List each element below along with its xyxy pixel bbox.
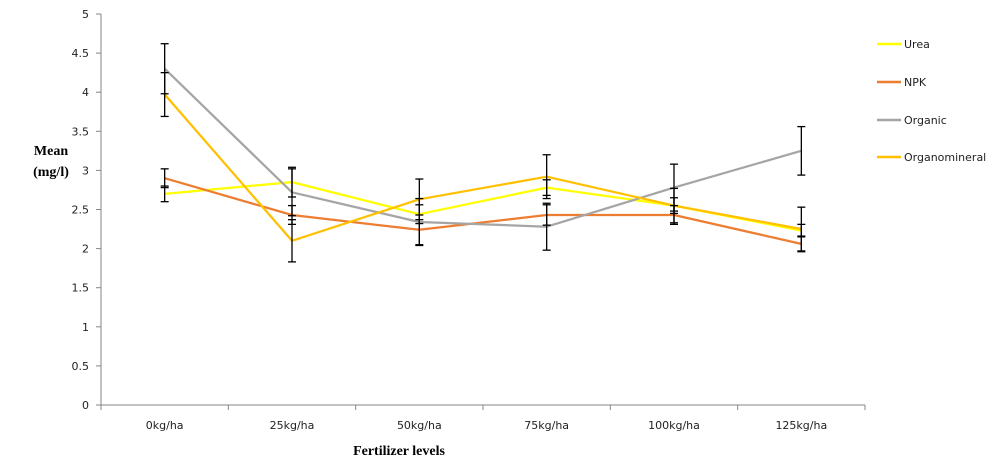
- x-tick-label: 125kg/ha: [775, 419, 827, 432]
- error-bar-organic: [288, 168, 296, 217]
- y-tick-label: 0: [82, 399, 89, 412]
- y-tick-label: 4.5: [72, 47, 90, 60]
- y-axis-title-line-2: (mg/l): [33, 165, 69, 180]
- legend-label: NPK: [904, 76, 927, 89]
- error-bar-organomineral: [288, 219, 296, 263]
- x-tick-label: 0kg/ha: [146, 419, 184, 432]
- error-bar-organic: [542, 202, 551, 251]
- legend-label: Urea: [904, 38, 930, 51]
- x-tick-label: 25kg/ha: [270, 419, 315, 432]
- error-bar-organomineral: [415, 178, 424, 221]
- error-bar-organomineral: [670, 187, 678, 224]
- y-tick-label: 4: [82, 86, 89, 99]
- legend-item-urea: Urea: [877, 38, 930, 51]
- y-tick-label: 3: [82, 164, 89, 177]
- error-bar-npk: [160, 168, 169, 189]
- y-tick-label: 5: [82, 8, 89, 21]
- error-bar-organomineral: [160, 72, 169, 118]
- error-bar-organic: [797, 125, 806, 176]
- y-tick-label: 2: [82, 243, 89, 256]
- error-bar-organomineral: [797, 206, 806, 252]
- x-tick-label: 75kg/ha: [524, 419, 569, 432]
- x-tick-label: 100kg/ha: [648, 419, 700, 432]
- y-tick-label: 2.5: [72, 204, 90, 217]
- x-tick-label: 50kg/ha: [397, 419, 442, 432]
- y-tick-label: 3.5: [72, 125, 90, 138]
- y-tick-label: 1.5: [72, 282, 90, 295]
- y-tick-label: 0.5: [72, 360, 90, 373]
- axes: [100, 14, 865, 406]
- legend-item-organomineral: Organomineral: [877, 151, 986, 164]
- legend: Urea NPK Organic Organomineral: [877, 38, 986, 164]
- y-tick-label: 1: [82, 321, 89, 334]
- y-tick-labels: 0 0.5 1 1.5 2 2.5 3 3.5 4 4.5 5: [72, 8, 101, 412]
- series-line-npk: [164, 177, 802, 245]
- y-axis-title-line-1: Mean: [34, 144, 68, 159]
- legend-item-organic: Organic: [877, 114, 947, 127]
- x-tick-labels: 0kg/ha 25kg/ha 50kg/ha 75kg/ha 100kg/ha 125kg…: [100, 405, 866, 432]
- series-lines: [163, 67, 802, 245]
- error-bar-organomineral: [542, 154, 551, 200]
- x-axis-title: Fertilizer levels: [353, 444, 445, 459]
- error-bars: [160, 43, 806, 263]
- legend-label: Organomineral: [904, 151, 986, 164]
- series-line-organomineral: [163, 93, 802, 242]
- legend-item-npk: NPK: [877, 76, 927, 89]
- series-line-organic: [163, 67, 802, 228]
- legend-label: Organic: [904, 114, 947, 127]
